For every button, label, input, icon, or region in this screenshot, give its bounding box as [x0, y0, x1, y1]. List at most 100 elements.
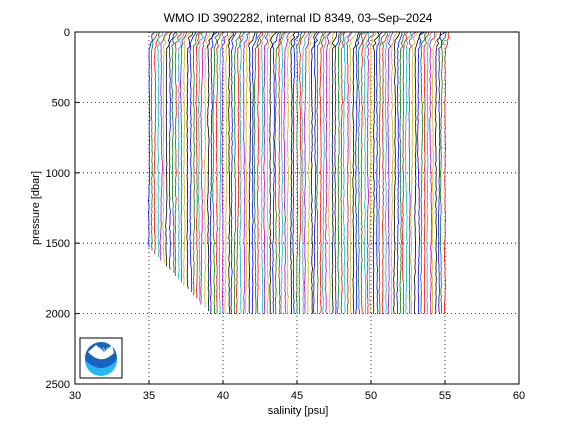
profile-line [307, 31, 316, 315]
y-tick-label: 0 [64, 27, 70, 39]
x-tick-label: 45 [291, 390, 303, 402]
y-tick-label: 500 [52, 97, 70, 109]
profile-line [189, 31, 197, 292]
y-tick-label: 2500 [46, 379, 70, 391]
profile-line [179, 31, 188, 283]
y-tick-label: 2000 [46, 309, 70, 321]
profile-line [355, 31, 363, 315]
profile-line [336, 31, 346, 315]
profile-line [150, 31, 158, 251]
profile-line [437, 31, 447, 315]
profile-line [242, 31, 251, 315]
profile-line [159, 31, 168, 261]
profile-line [429, 31, 436, 315]
chart-title: WMO ID 3902282, internal ID 8349, 03–Sep… [164, 11, 433, 25]
salinity-profiles [147, 31, 450, 315]
profile-line [360, 31, 369, 315]
profile-line [200, 31, 207, 305]
profile-line [235, 31, 245, 315]
profile-line [263, 31, 269, 315]
profile-line [417, 31, 426, 315]
profile-line [192, 31, 201, 296]
profile-line [230, 31, 237, 315]
profile-line [413, 31, 423, 315]
profile-line [266, 31, 275, 315]
x-axis-ticks: 30 35 40 45 50 55 60 [69, 380, 525, 402]
y-tick-label: 1000 [46, 168, 70, 180]
profile-line [260, 31, 267, 314]
profile-line [310, 31, 318, 314]
profile-line [372, 31, 380, 315]
profile-line [423, 31, 430, 314]
profile-line [174, 31, 182, 277]
profile-line [203, 31, 211, 308]
x-tick-label: 60 [513, 390, 525, 402]
profile-line [290, 31, 296, 315]
profile-line [431, 31, 438, 314]
profile-line [209, 31, 218, 315]
profile-line [348, 31, 358, 314]
profile-line [177, 31, 185, 280]
profile-line [324, 31, 332, 315]
profile-line [298, 31, 306, 315]
profile-line [401, 31, 409, 315]
profile-line [256, 31, 264, 315]
profile-line [168, 31, 177, 270]
profile-line [404, 31, 412, 315]
profile-line [195, 31, 204, 299]
x-tick-label: 40 [217, 390, 229, 402]
profile-line [171, 31, 178, 273]
profile-line [147, 31, 156, 248]
profile-line [162, 31, 171, 264]
profile-line [186, 32, 193, 289]
profile-line [387, 31, 394, 315]
profile-line [253, 31, 262, 315]
profile-line [274, 31, 282, 314]
profile-line [157, 31, 164, 258]
profile-line [218, 31, 225, 315]
profile-line [342, 31, 351, 315]
profile-line [439, 31, 447, 315]
profile-line [215, 31, 224, 315]
x-tick-label: 50 [365, 390, 377, 402]
profile-line [239, 31, 246, 315]
x-axis-label: salinity [psu] [268, 405, 329, 417]
y-axis-ticks: 0 500 1000 1500 2000 2500 [46, 27, 79, 391]
y-axis-label: pressure [dbar] [30, 171, 42, 245]
profile-line [292, 31, 300, 315]
profile-line [390, 31, 398, 315]
x-tick-label: 30 [69, 390, 81, 402]
x-tick-label: 55 [439, 390, 451, 402]
profile-line [410, 31, 419, 315]
profile-line [384, 31, 392, 315]
profile-line [393, 31, 401, 315]
profile-line [396, 31, 403, 315]
profile-line [316, 31, 323, 315]
profile-line [378, 31, 386, 315]
profile-line [399, 31, 406, 315]
profile-line [153, 31, 161, 254]
profile-line [319, 31, 327, 314]
profile-line [340, 31, 346, 315]
profile-line [227, 31, 235, 315]
svg-text:NOAA: NOAA [92, 348, 109, 354]
profile-line [197, 31, 204, 302]
profile-line [352, 31, 360, 315]
profile-line [408, 31, 417, 315]
profile-line [165, 31, 173, 267]
profile-line [331, 31, 338, 314]
profile-line [212, 31, 220, 315]
profile-line [313, 31, 320, 315]
profile-line [328, 31, 336, 315]
profile-line [280, 31, 288, 315]
profile-line [283, 31, 291, 315]
profile-line [224, 31, 232, 315]
profile-line [363, 31, 370, 315]
y-tick-label: 1500 [46, 238, 70, 250]
profile-line [233, 31, 242, 315]
profile-line [206, 31, 215, 312]
profile-line [221, 31, 229, 315]
profile-line [245, 31, 251, 315]
profile-line [368, 31, 376, 315]
